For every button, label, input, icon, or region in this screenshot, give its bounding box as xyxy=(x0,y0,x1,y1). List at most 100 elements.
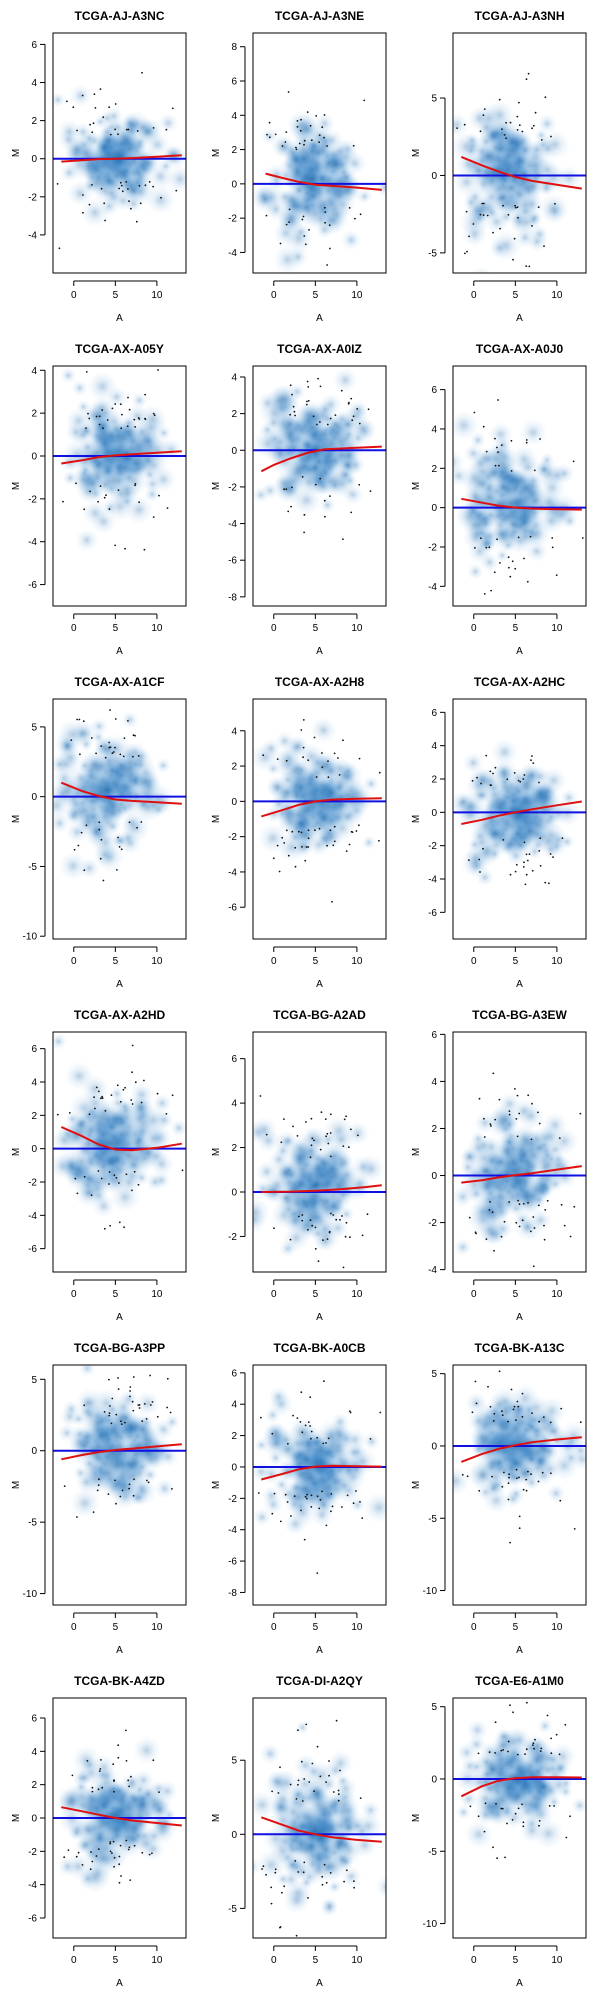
outlier-point xyxy=(492,772,494,775)
outlier-point xyxy=(85,371,88,373)
outlier-point xyxy=(528,853,531,855)
outlier-point xyxy=(117,133,119,136)
outlier-point xyxy=(344,1235,347,1238)
outlier-point xyxy=(92,122,95,125)
y-tick-label: 2 xyxy=(231,762,237,773)
density-blob xyxy=(501,1116,518,1133)
x-tick-label: 0 xyxy=(271,1955,277,1966)
outlier-point xyxy=(112,1763,115,1766)
outlier-point xyxy=(319,1148,322,1151)
outlier-point xyxy=(303,143,305,146)
outlier-point xyxy=(321,1875,324,1878)
outlier-point xyxy=(507,1740,510,1743)
outlier-point xyxy=(329,1155,332,1158)
density-blob xyxy=(295,1478,317,1500)
outlier-point xyxy=(144,358,146,360)
outlier-point xyxy=(482,114,485,117)
outlier-point xyxy=(531,1412,533,1414)
outlier-point xyxy=(341,1215,343,1217)
outlier-point xyxy=(119,1495,122,1498)
outlier-point xyxy=(318,1507,321,1510)
outlier-point xyxy=(527,72,530,75)
outlier-point xyxy=(505,137,507,140)
outlier-point xyxy=(498,464,500,467)
outlier-point xyxy=(552,856,554,858)
density-blob xyxy=(571,1796,586,1815)
outlier-point xyxy=(310,1430,313,1433)
density-blob xyxy=(490,738,519,766)
y-axis: -10 -5 0 5 xyxy=(423,1369,446,1597)
x-axis-label: A xyxy=(516,313,523,324)
y-tick-label: 4 xyxy=(231,726,237,737)
outlier-point xyxy=(107,1493,110,1495)
density-blob xyxy=(109,1181,141,1213)
outlier-point xyxy=(378,771,381,774)
outlier-point xyxy=(333,840,336,843)
outlier-point xyxy=(271,1512,274,1515)
outlier-point xyxy=(283,1118,285,1120)
x-tick-label: 0 xyxy=(71,1622,77,1633)
outlier-point xyxy=(533,1747,535,1750)
outlier-point xyxy=(295,148,298,151)
x-axis: 0 5 10 xyxy=(71,613,163,634)
outlier-point xyxy=(90,737,93,739)
outlier-point xyxy=(91,131,94,134)
x-axis-label: A xyxy=(116,646,123,657)
y-tick-label: -8 xyxy=(228,1588,237,1599)
density-blob xyxy=(71,723,93,744)
y-axis: -6 -4 -2 0 2 4 xyxy=(228,726,246,914)
outlier-point xyxy=(551,546,554,549)
outlier-point xyxy=(517,779,520,782)
density-blob xyxy=(537,507,565,535)
density-blob xyxy=(313,112,336,135)
outlier-point xyxy=(492,231,494,234)
x-tick-label: 0 xyxy=(71,290,77,301)
y-axis: -6 -4 -2 0 2 4 xyxy=(28,366,46,591)
loess-curve xyxy=(460,1776,582,1798)
y-tick-label: 0 xyxy=(431,503,437,514)
density-blob xyxy=(322,1488,338,1503)
density-blob xyxy=(132,1735,162,1765)
x-tick-label: 5 xyxy=(313,623,319,634)
outlier-point xyxy=(295,1934,298,1937)
density-blob xyxy=(286,1206,302,1222)
outlier-point xyxy=(329,247,331,250)
density-blob xyxy=(481,1202,502,1223)
outlier-point xyxy=(88,417,91,420)
density-blob xyxy=(479,552,500,573)
outlier-point xyxy=(342,538,344,540)
outlier-point xyxy=(125,1760,128,1762)
density-blob xyxy=(327,1217,349,1239)
outlier-point xyxy=(337,1793,340,1796)
outlier-point xyxy=(323,1380,325,1383)
outlier-point xyxy=(544,96,547,99)
y-axis: -4 -2 0 2 4 6 xyxy=(428,385,446,593)
outlier-point xyxy=(128,1487,131,1490)
density-blob xyxy=(308,1847,332,1871)
outlier-point xyxy=(518,1225,521,1228)
x-axis: 0 5 10 xyxy=(471,613,563,634)
outlier-point xyxy=(158,494,160,497)
outlier-point xyxy=(531,755,533,757)
outlier-point xyxy=(91,1790,94,1793)
outlier-point xyxy=(465,210,468,213)
outlier-point xyxy=(127,128,130,131)
outlier-point xyxy=(354,217,356,220)
outlier-point xyxy=(124,547,126,550)
density-blob xyxy=(453,112,469,138)
density-blob xyxy=(514,1463,535,1484)
outlier-point xyxy=(550,135,552,138)
outlier-point xyxy=(79,753,81,756)
y-tick-label: 4 xyxy=(231,1099,237,1110)
density-blob xyxy=(288,382,307,401)
y-tick-label: 4 xyxy=(231,1400,237,1411)
y-tick-label: -5 xyxy=(228,1904,237,1915)
outlier-point xyxy=(554,202,556,205)
outlier-point xyxy=(352,415,355,418)
outlier-point xyxy=(143,1079,145,1082)
density-blob xyxy=(273,1476,291,1494)
outlier-point xyxy=(117,489,120,491)
outlier-point xyxy=(47,102,49,104)
outlier-point xyxy=(156,1092,159,1095)
outlier-point xyxy=(132,1494,135,1497)
